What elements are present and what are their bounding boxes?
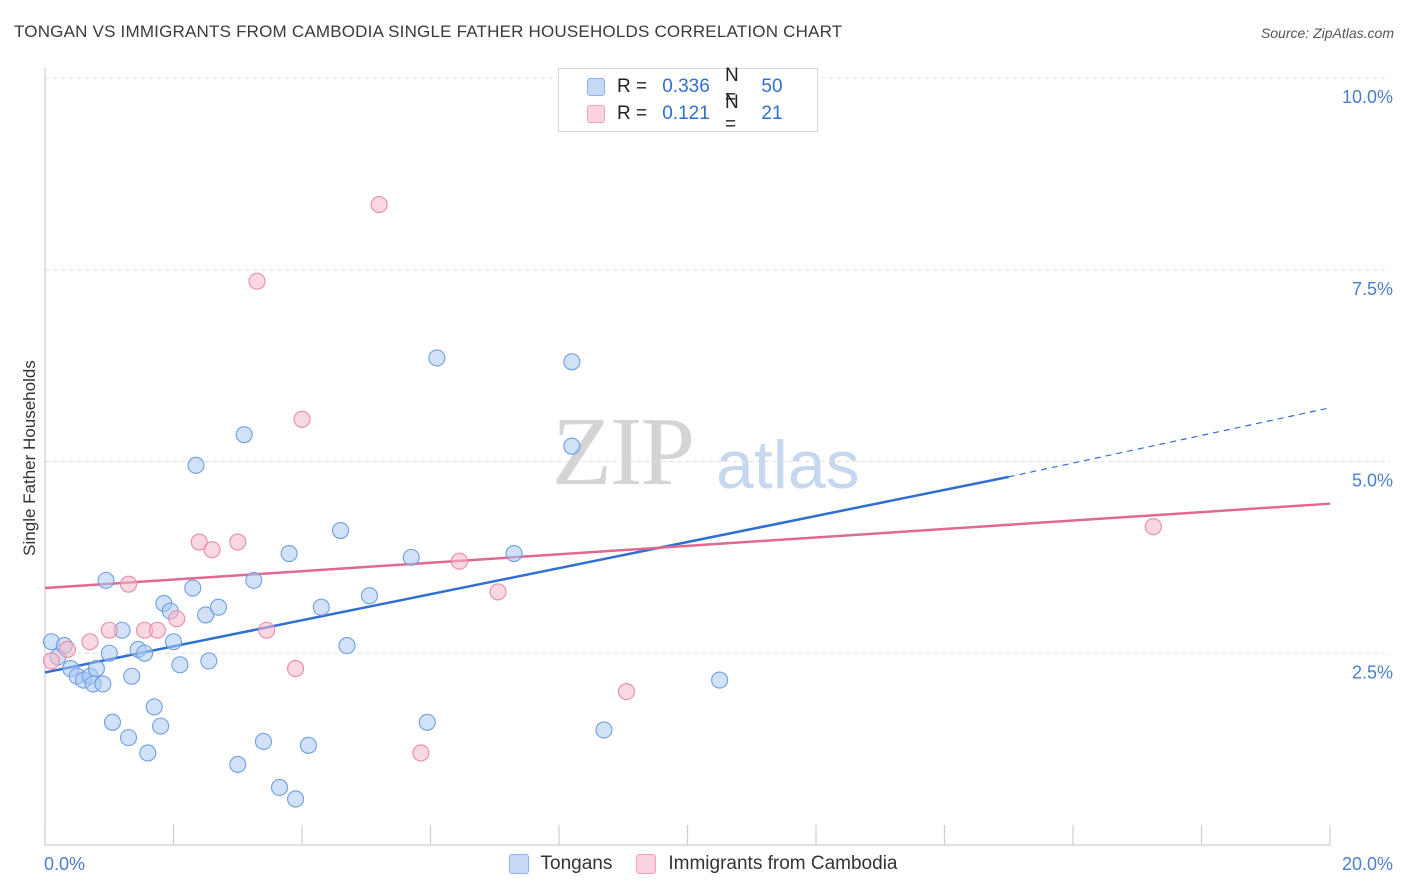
point-tongans <box>119 729 138 747</box>
legend-r-label: R = <box>617 76 648 97</box>
point-tongans <box>595 721 613 739</box>
point-cambodia <box>229 533 247 551</box>
point-tongans <box>338 637 356 655</box>
point-tongans <box>209 598 228 616</box>
point-tongans <box>331 521 350 540</box>
point-tongans <box>94 675 112 693</box>
series-swatch-tongans <box>508 854 529 874</box>
point-tongans <box>97 571 115 589</box>
data-points <box>42 196 1162 808</box>
point-tongans <box>235 426 253 444</box>
point-cambodia <box>248 272 266 290</box>
point-tongans <box>270 778 289 797</box>
y-tick-label: 2.5% <box>1352 662 1393 682</box>
trend-line-tongans-extension <box>1008 407 1331 478</box>
point-cambodia <box>489 583 507 601</box>
point-cambodia <box>287 660 305 678</box>
point-tongans <box>312 598 330 616</box>
legend-r-value: 0.336 <box>662 76 710 97</box>
point-tongans <box>197 606 215 624</box>
series-legend-item-cambodia: Immigrants from Cambodia <box>636 852 897 876</box>
source-credit: Source: ZipAtlas.com <box>1260 25 1394 41</box>
point-cambodia <box>190 533 208 551</box>
legend-row-cambodia: R = 0.121 N = 21 <box>587 92 793 135</box>
grid-lines <box>45 77 1390 654</box>
series-label-cambodia: Immigrants from Cambodia <box>668 853 898 874</box>
x-tick-label: 0.0% <box>44 854 85 874</box>
series-legend-item-tongans: Tongans <box>508 852 613 876</box>
point-cambodia <box>100 621 118 639</box>
point-tongans <box>139 744 157 762</box>
point-tongans <box>87 660 105 678</box>
point-cambodia <box>293 410 311 428</box>
legend-row-tongans: R = 0.336 N = 50 <box>587 65 793 108</box>
point-tongans <box>418 713 436 731</box>
series-label-tongans: Tongans <box>540 853 613 874</box>
point-tongans <box>428 349 446 367</box>
point-tongans <box>254 732 273 751</box>
legend-swatch-cambodia <box>587 105 605 123</box>
point-tongans <box>164 633 183 651</box>
point-tongans <box>100 644 118 662</box>
legend-r-label: R = <box>617 103 648 124</box>
legend-r-value: 0.121 <box>662 103 710 124</box>
point-tongans <box>229 755 247 774</box>
point-tongans <box>505 544 523 563</box>
axes <box>44 68 1331 846</box>
point-cambodia <box>412 744 430 762</box>
legend-n-label: N = <box>725 92 739 135</box>
point-tongans <box>103 713 122 731</box>
point-cambodia <box>203 541 221 559</box>
series-legend: Tongans Immigrants from Cambodia <box>0 852 1406 876</box>
point-tongans <box>136 644 154 662</box>
trend-line-tongans <box>44 475 1009 674</box>
point-cambodia <box>58 640 77 658</box>
series-swatch-cambodia <box>636 854 657 874</box>
y-axis-title: Single Father Households <box>20 360 39 556</box>
point-cambodia <box>148 621 166 639</box>
point-tongans <box>280 544 298 563</box>
point-tongans <box>360 587 379 605</box>
point-tongans <box>145 698 163 716</box>
point-cambodia <box>450 552 468 570</box>
point-tongans <box>287 790 305 808</box>
point-tongans <box>245 571 263 589</box>
chart-title: TONGAN VS IMMIGRANTS FROM CAMBODIA SINGL… <box>14 22 843 41</box>
point-tongans <box>299 736 317 754</box>
legend-swatch-tongans <box>587 78 605 96</box>
point-cambodia <box>168 610 186 628</box>
point-cambodia <box>258 621 276 639</box>
tick-labels: 2.5% 5.0% 7.5% 10.0% 0.0% 20.0% <box>44 87 1393 874</box>
point-tongans <box>200 652 218 670</box>
point-tongans <box>184 579 202 597</box>
legend-n-label: N = <box>725 65 739 108</box>
point-cambodia <box>81 633 99 651</box>
point-tongans <box>171 656 189 674</box>
y-tick-label: 7.5% <box>1352 279 1393 299</box>
point-cambodia <box>370 196 388 214</box>
watermark-atlas: atlas <box>716 427 860 503</box>
point-cambodia <box>119 575 138 593</box>
legend-n-value: 21 <box>761 103 783 124</box>
legend-n-value: 50 <box>761 76 783 97</box>
point-cambodia <box>42 652 60 670</box>
point-tongans <box>402 548 420 566</box>
point-tongans <box>123 667 141 685</box>
point-cambodia <box>617 683 636 701</box>
point-tongans <box>563 353 581 371</box>
point-tongans <box>152 717 170 735</box>
point-cambodia <box>1144 518 1162 536</box>
correlation-legend: R = 0.336 N = 50 R = 0.121 N = 21 <box>558 65 818 135</box>
point-tongans <box>711 671 729 689</box>
x-tick-label: 20.0% <box>1342 854 1393 874</box>
y-tick-label: 5.0% <box>1352 471 1393 491</box>
y-tick-label: 10.0% <box>1342 87 1393 107</box>
point-tongans <box>563 437 581 455</box>
point-tongans <box>187 456 205 474</box>
